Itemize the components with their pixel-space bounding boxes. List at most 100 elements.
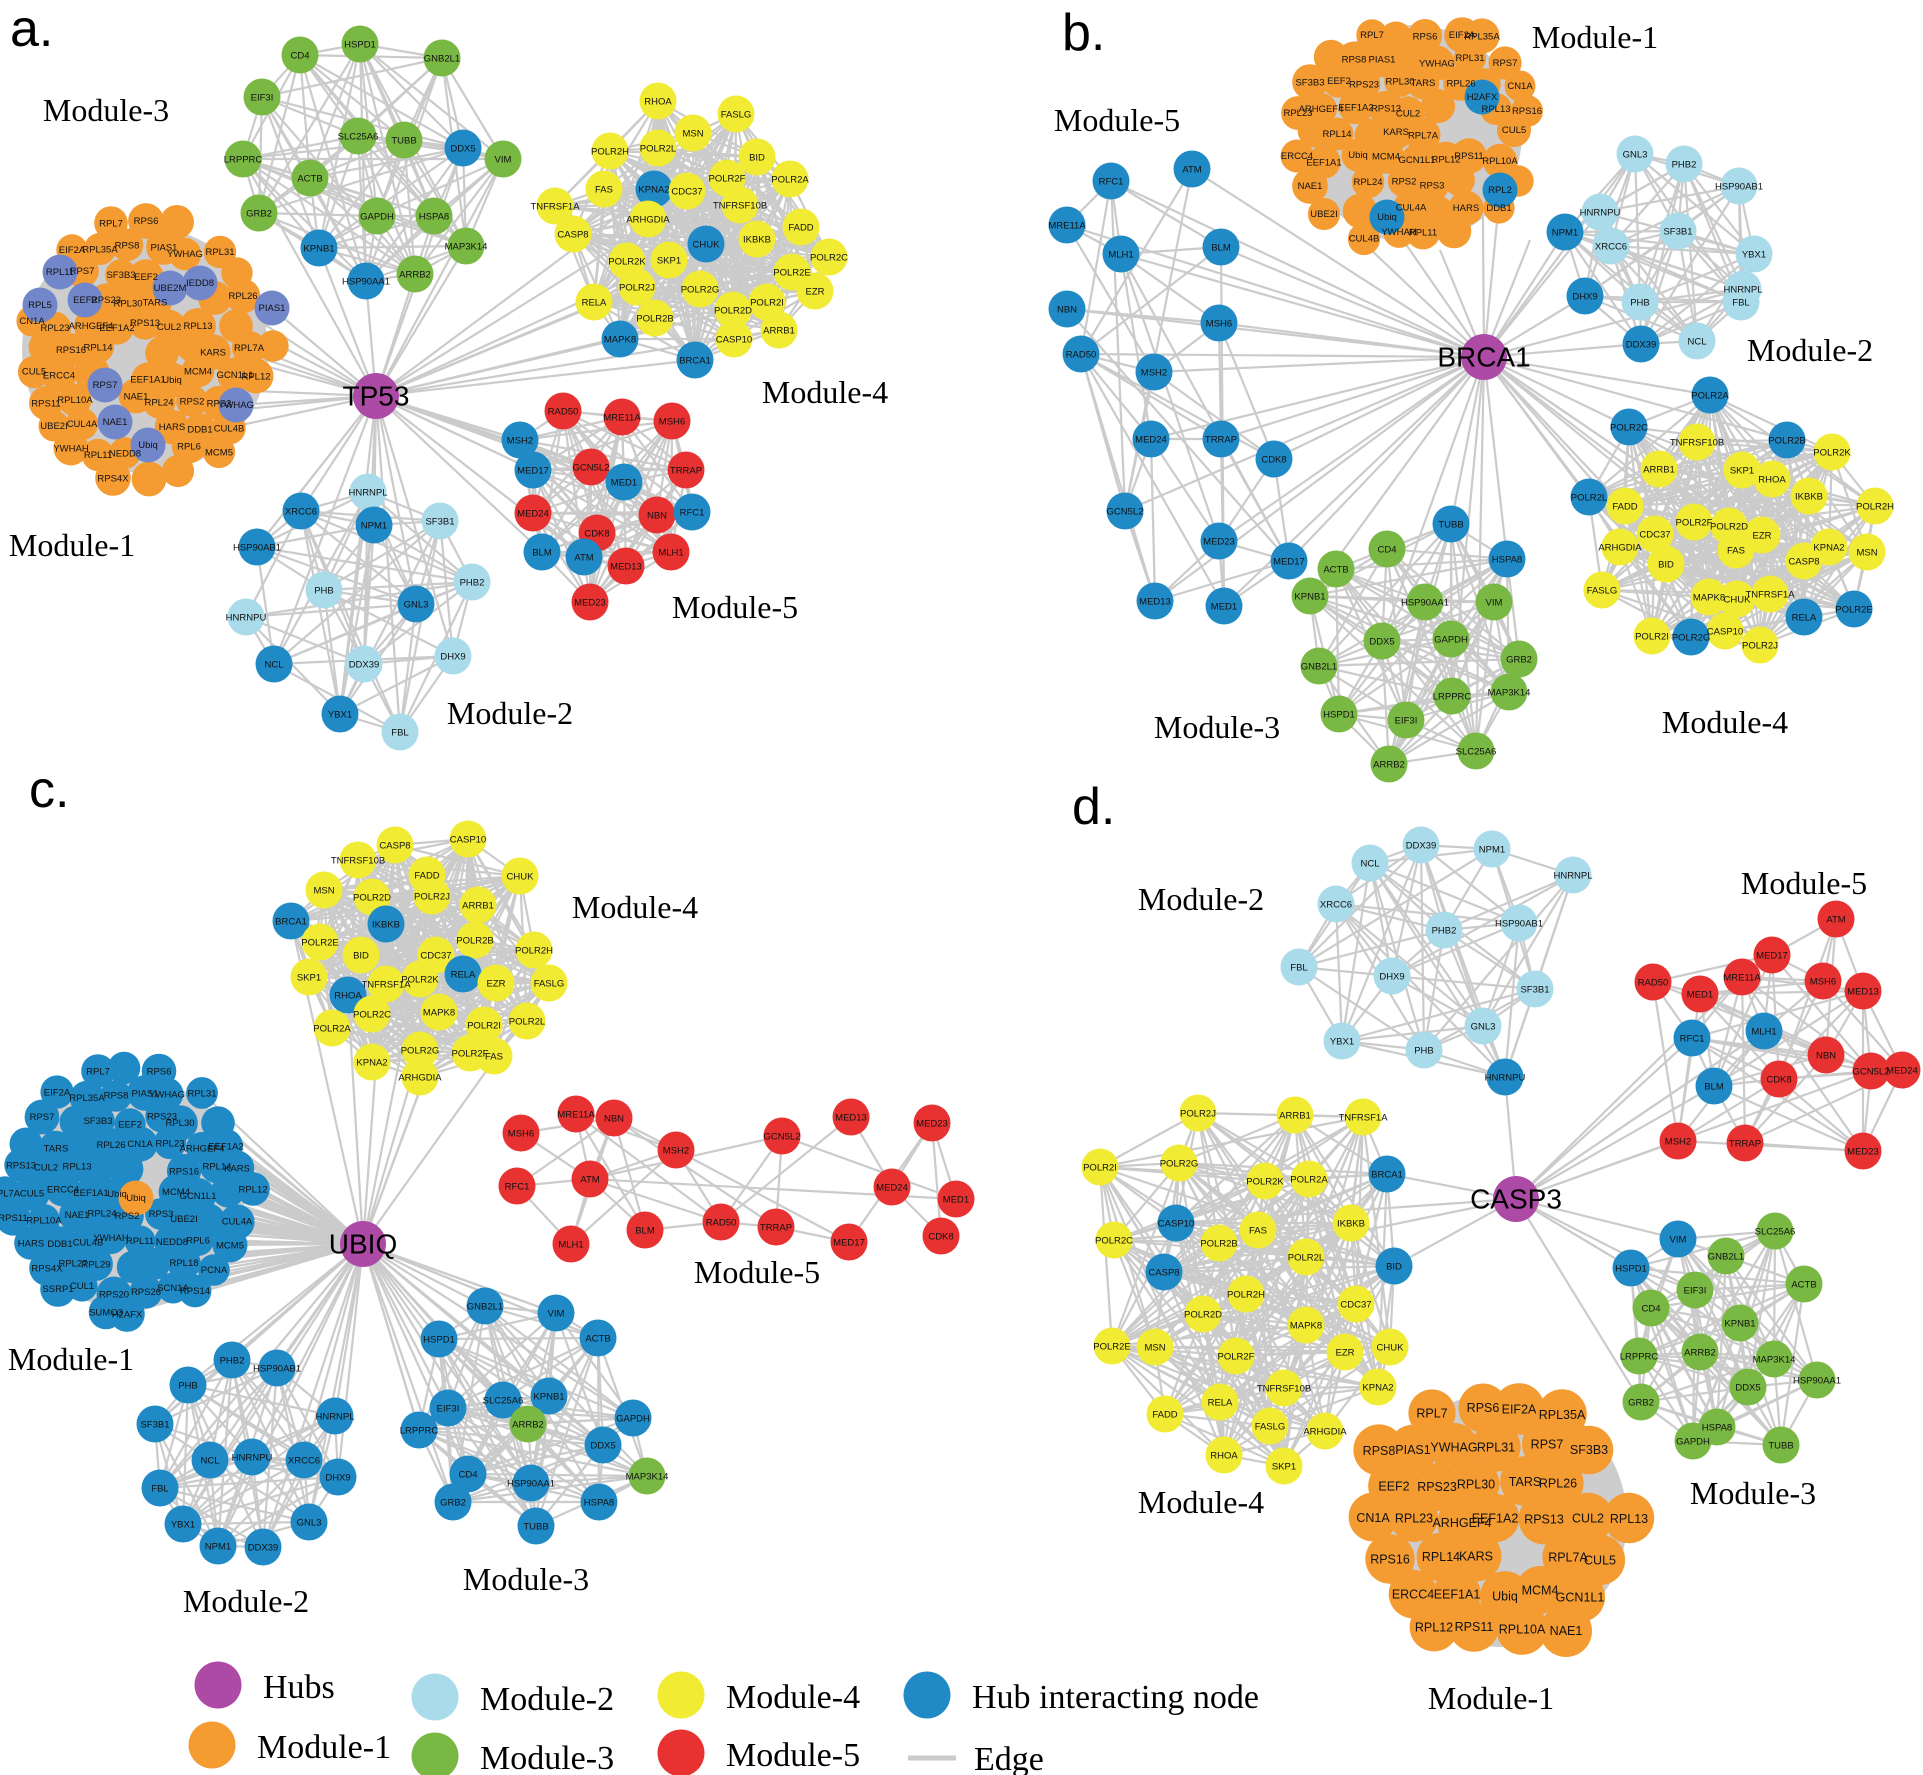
svg-text:Module-3: Module-3 — [463, 1561, 589, 1597]
svg-text:POLR2L: POLR2L — [509, 1016, 545, 1027]
svg-text:RPL6: RPL6 — [177, 442, 201, 453]
svg-text:POLR2A: POLR2A — [1691, 390, 1729, 401]
svg-text:CD4: CD4 — [290, 50, 309, 61]
svg-text:NBN: NBN — [604, 1113, 624, 1124]
svg-text:HSP90AB1: HSP90AB1 — [253, 1363, 301, 1374]
svg-text:TNFRSF1A: TNFRSF1A — [361, 979, 411, 990]
svg-text:BLM: BLM — [635, 1225, 655, 1236]
svg-text:RPL23: RPL23 — [1283, 108, 1312, 119]
svg-text:MAP3K14: MAP3K14 — [1753, 1354, 1796, 1365]
svg-text:POLR2F: POLR2F — [1676, 517, 1713, 528]
svg-text:UBE2M: UBE2M — [154, 283, 187, 294]
svg-text:RPL30: RPL30 — [1457, 1478, 1495, 1492]
svg-text:RPL31: RPL31 — [205, 247, 234, 258]
svg-text:TRRAP: TRRAP — [1205, 434, 1237, 445]
svg-text:EIF2A: EIF2A — [44, 1088, 71, 1099]
svg-text:ERCC4: ERCC4 — [47, 1185, 79, 1196]
svg-text:SKP1: SKP1 — [657, 255, 681, 266]
svg-text:POLR2D: POLR2D — [1184, 1309, 1222, 1320]
svg-text:d.: d. — [1072, 778, 1115, 836]
svg-text:TP53: TP53 — [343, 381, 410, 412]
svg-text:CASP10: CASP10 — [1707, 626, 1743, 637]
svg-text:CUL2: CUL2 — [1396, 108, 1420, 119]
svg-text:LRPPRC: LRPPRC — [1433, 691, 1472, 702]
svg-text:GRB2: GRB2 — [1506, 654, 1532, 665]
svg-text:RPL24: RPL24 — [87, 1208, 116, 1219]
svg-text:Ubiq: Ubiq — [1377, 212, 1397, 223]
svg-text:HARS: HARS — [1453, 203, 1479, 214]
svg-text:GNB2L1: GNB2L1 — [1301, 661, 1337, 672]
svg-text:HSPD1: HSPD1 — [1323, 709, 1355, 720]
svg-text:ERCC4: ERCC4 — [1281, 151, 1313, 162]
svg-text:FAS: FAS — [595, 184, 613, 195]
svg-text:Module-1: Module-1 — [1532, 19, 1658, 55]
svg-text:EIF3I: EIF3I — [251, 92, 274, 103]
svg-text:EIF3I: EIF3I — [1684, 1285, 1707, 1296]
svg-text:DDX5: DDX5 — [1369, 636, 1394, 647]
svg-text:EEF2: EEF2 — [1327, 76, 1351, 87]
svg-text:RPL7A: RPL7A — [0, 1189, 21, 1200]
svg-text:RFC1: RFC1 — [1680, 1033, 1705, 1044]
svg-text:RPS26: RPS26 — [131, 1287, 161, 1298]
svg-text:RPL12: RPL12 — [238, 1185, 267, 1196]
svg-text:RPL27: RPL27 — [58, 1258, 87, 1269]
svg-text:UBE2I: UBE2I — [40, 421, 67, 432]
svg-text:BRCA1: BRCA1 — [275, 916, 307, 927]
svg-text:TUBB: TUBB — [523, 1521, 548, 1532]
svg-text:EEF1A2: EEF1A2 — [99, 323, 134, 334]
svg-text:SF3B3: SF3B3 — [83, 1116, 112, 1127]
svg-text:Ubiq: Ubiq — [138, 440, 158, 451]
svg-text:CASP10: CASP10 — [716, 334, 752, 345]
svg-text:RPS7: RPS7 — [70, 266, 95, 277]
svg-text:BID: BID — [353, 950, 369, 961]
svg-text:HSP90AA1: HSP90AA1 — [342, 276, 390, 287]
svg-text:RPL14: RPL14 — [1322, 129, 1351, 140]
svg-text:TRRAP: TRRAP — [1729, 1138, 1761, 1149]
svg-text:ERCC4: ERCC4 — [1392, 1588, 1434, 1602]
svg-text:RPL12: RPL12 — [1431, 154, 1460, 165]
svg-text:POLR2F: POLR2F — [452, 1048, 489, 1059]
svg-text:RPS11: RPS11 — [0, 1213, 28, 1224]
svg-text:EZR: EZR — [487, 978, 506, 989]
svg-text:POLR2F: POLR2F — [709, 173, 746, 184]
svg-text:RPS6: RPS6 — [1467, 1401, 1500, 1415]
svg-text:GAPDH: GAPDH — [1676, 1436, 1710, 1447]
svg-text:RPL7A: RPL7A — [1548, 1550, 1588, 1564]
svg-text:CDK8: CDK8 — [1766, 1074, 1791, 1085]
svg-text:KPNB1: KPNB1 — [1724, 1318, 1755, 1329]
svg-text:PHB: PHB — [314, 585, 334, 596]
svg-text:Module-4: Module-4 — [1662, 704, 1788, 740]
svg-text:EEF1A2: EEF1A2 — [208, 1141, 243, 1152]
svg-text:YWHAH: YWHAH — [93, 1233, 129, 1244]
svg-text:POLR2D: POLR2D — [714, 305, 752, 316]
svg-text:RPS7: RPS7 — [1493, 58, 1518, 69]
svg-text:NPM1: NPM1 — [1479, 844, 1505, 855]
svg-text:RAD50: RAD50 — [1638, 977, 1669, 988]
svg-text:RPL35A: RPL35A — [1464, 32, 1500, 43]
svg-text:MED13: MED13 — [1139, 596, 1171, 607]
svg-text:IKBKB: IKBKB — [372, 919, 400, 930]
svg-text:MLH1: MLH1 — [1108, 249, 1133, 260]
svg-text:KARS: KARS — [200, 348, 226, 359]
svg-text:CDK8: CDK8 — [1261, 454, 1286, 465]
svg-text:RPL14: RPL14 — [83, 342, 112, 353]
svg-text:RPL11: RPL11 — [126, 1236, 154, 1247]
svg-text:TARS: TARS — [143, 298, 168, 309]
svg-text:MSN: MSN — [313, 885, 334, 896]
svg-text:DDX39: DDX39 — [1406, 840, 1437, 851]
svg-text:RPL12: RPL12 — [1415, 1621, 1453, 1635]
svg-text:CASP8: CASP8 — [1148, 1267, 1179, 1278]
svg-text:POLR2L: POLR2L — [640, 143, 676, 154]
svg-text:FADD: FADD — [1152, 1409, 1177, 1420]
svg-text:RFC1: RFC1 — [1099, 176, 1124, 187]
svg-text:LRPPRC: LRPPRC — [400, 1425, 439, 1436]
svg-text:CUL5: CUL5 — [1584, 1553, 1616, 1567]
svg-text:FASLG: FASLG — [1255, 1421, 1286, 1432]
svg-text:RPL2: RPL2 — [1488, 185, 1512, 196]
svg-text:DDX39: DDX39 — [248, 1542, 279, 1553]
svg-text:IEDD8: IEDD8 — [186, 278, 214, 289]
svg-text:EZR: EZR — [1336, 1347, 1355, 1358]
svg-text:CDC37: CDC37 — [1340, 1299, 1371, 1310]
svg-text:DDX5: DDX5 — [1735, 1382, 1760, 1393]
svg-text:CUL1: CUL1 — [70, 1281, 94, 1292]
